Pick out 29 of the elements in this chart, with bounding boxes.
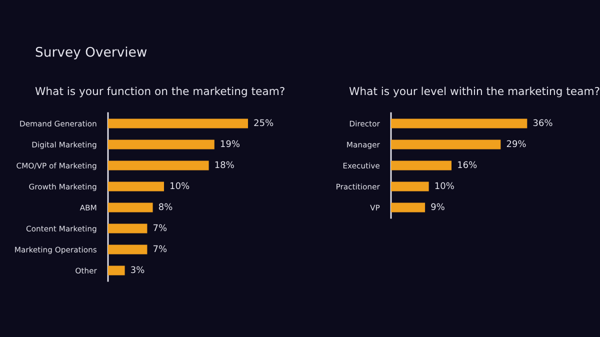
bar <box>391 202 426 212</box>
bar <box>108 266 125 276</box>
data-label: 10% <box>170 182 190 190</box>
bar <box>108 224 148 234</box>
data-label: 19% <box>220 140 240 148</box>
bar <box>391 140 501 150</box>
bar <box>108 182 164 192</box>
data-label: 9% <box>431 203 444 210</box>
data-label: 7% <box>153 245 167 252</box>
chart-title: What is your function on the marketing team? <box>35 86 284 98</box>
data-label: 7% <box>153 224 167 232</box>
bar <box>391 118 528 128</box>
data-label: 3% <box>131 266 144 274</box>
bar <box>108 160 209 170</box>
data-label: 18% <box>215 161 234 168</box>
chart-title: What is your level within the marketing team? <box>349 86 600 98</box>
data-label: 10% <box>435 182 454 190</box>
data-label: 8% <box>158 203 172 210</box>
data-label: 25% <box>254 119 274 126</box>
bar <box>391 160 452 170</box>
bar <box>108 202 153 212</box>
bar <box>108 118 248 128</box>
data-label: 16% <box>458 161 477 168</box>
bar <box>108 244 148 254</box>
bar <box>391 182 429 192</box>
data-label: 36% <box>533 119 552 126</box>
bar <box>108 140 214 150</box>
data-label: 29% <box>506 140 526 148</box>
text: Survey Overview <box>36 46 147 60</box>
